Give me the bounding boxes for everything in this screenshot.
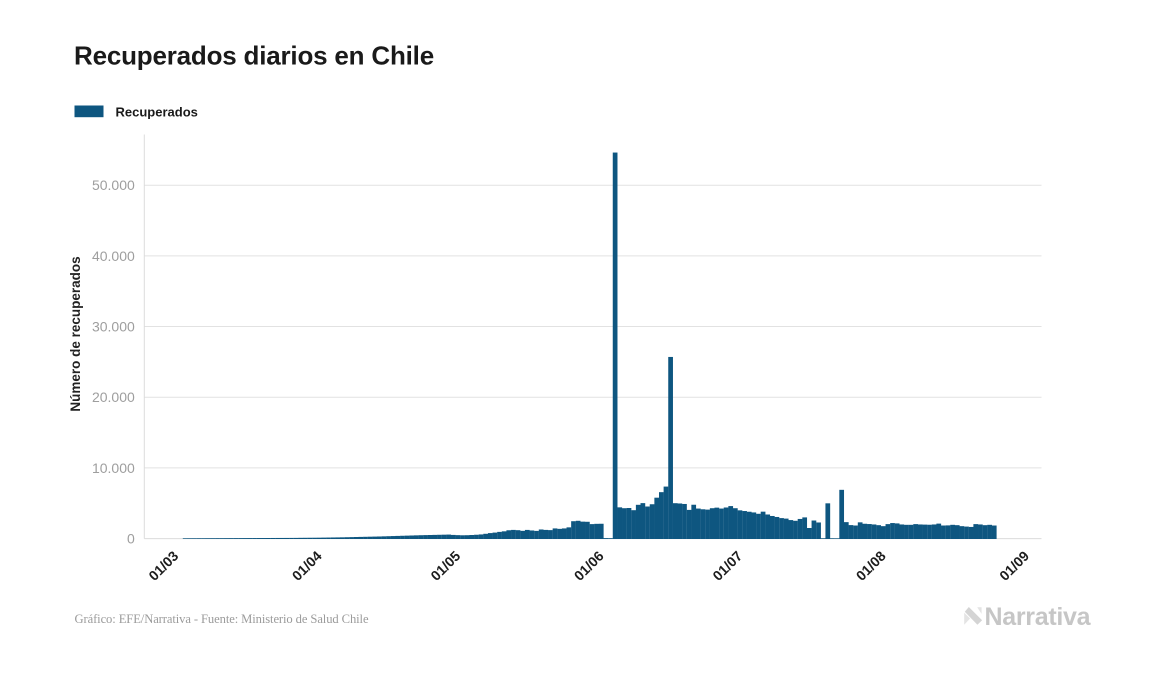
svg-text:Gráfico: EFE/Narrativa - Fuent: Gráfico: EFE/Narrativa - Fuente: Ministe…	[75, 612, 369, 626]
svg-text:01/05: 01/05	[427, 548, 463, 584]
svg-text:01/04: 01/04	[289, 548, 325, 584]
svg-text:10.000: 10.000	[92, 460, 135, 476]
svg-text:50.000: 50.000	[92, 177, 135, 193]
svg-text:01/06: 01/06	[571, 548, 607, 584]
svg-text:01/08: 01/08	[853, 548, 889, 584]
svg-text:01/07: 01/07	[709, 548, 745, 584]
svg-text:0: 0	[127, 531, 135, 547]
svg-text:20.000: 20.000	[92, 389, 135, 405]
svg-text:01/03: 01/03	[145, 548, 181, 584]
svg-text:Narrativa: Narrativa	[985, 603, 1092, 631]
svg-text:30.000: 30.000	[92, 319, 135, 335]
svg-text:Recuperados diarios en Chile: Recuperados diarios en Chile	[74, 41, 434, 71]
svg-text:Número de recuperados: Número de recuperados	[68, 256, 83, 411]
svg-text:40.000: 40.000	[92, 248, 135, 264]
svg-text:Recuperados: Recuperados	[116, 105, 198, 120]
svg-text:01/09: 01/09	[996, 548, 1032, 584]
